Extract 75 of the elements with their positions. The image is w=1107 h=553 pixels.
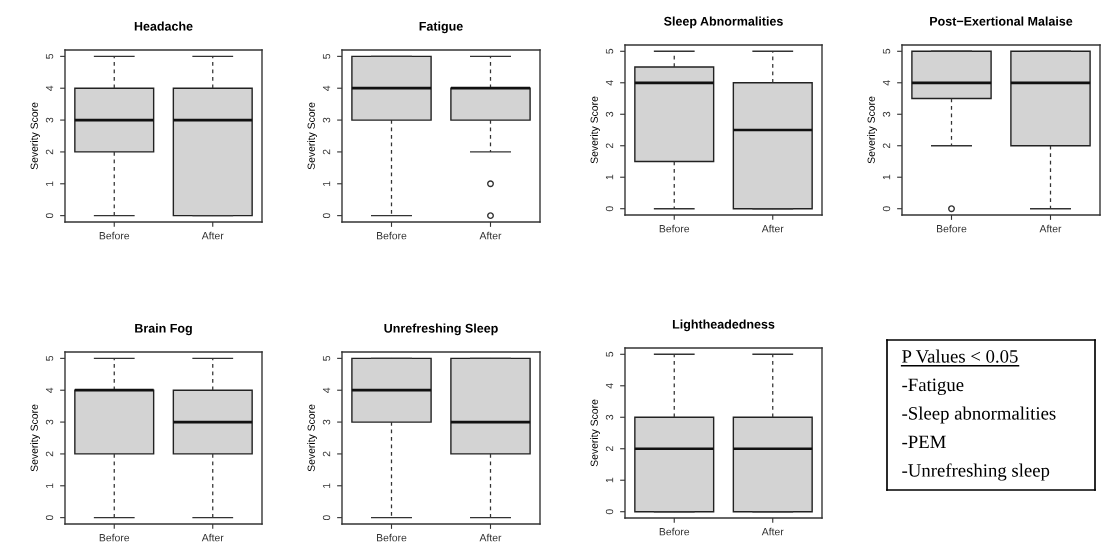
text: P Values < 0.05: [902, 349, 1018, 363]
y-tick-label: 2: [322, 149, 331, 155]
x-tick-label: Before: [377, 533, 407, 542]
y-axis-title: Severity Score: [590, 96, 601, 164]
y-tick-label: 4: [45, 85, 54, 91]
chart-title: Post−Exertional Malaise: [930, 16, 1073, 26]
x-tick-label: Before: [99, 231, 130, 240]
y-tick-label: 3: [322, 419, 331, 425]
y-tick-label: 1: [605, 174, 614, 180]
y-tick-label: 5: [605, 351, 614, 357]
y-tick-label: 1: [322, 483, 331, 488]
y-tick-label: 0: [45, 515, 54, 521]
x-tick-label: Before: [937, 224, 967, 233]
y-tick-label: 1: [605, 477, 614, 483]
y-tick-label: 4: [882, 80, 891, 86]
y-tick-label: 0: [322, 515, 331, 521]
y-tick-label: 3: [45, 117, 54, 123]
text: -PEM: [902, 435, 946, 449]
x-tick-label: After: [479, 533, 502, 542]
chart-title: Headache: [134, 21, 193, 31]
y-tick-label: 5: [45, 355, 54, 361]
y-tick-label: 2: [605, 446, 614, 452]
y-tick-label: 3: [322, 117, 331, 123]
y-tick-label: 5: [45, 53, 54, 59]
y-tick-label: 4: [322, 85, 331, 91]
y-axis-title: Severity Score: [30, 102, 41, 170]
y-tick-label: 5: [322, 355, 331, 361]
y-tick-label: 4: [322, 387, 331, 393]
text: -Unrefreshing sleep: [902, 463, 1050, 481]
x-tick-label: After: [1039, 224, 1062, 233]
y-tick-label: 4: [605, 80, 614, 86]
y-tick-label: 2: [45, 451, 54, 457]
y-tick-label: 1: [322, 181, 331, 186]
chart-title: Unrefreshing Sleep: [384, 323, 498, 336]
text: -Fatigue: [902, 378, 964, 395]
chart-title: Brain Fog: [135, 323, 192, 336]
y-axis-title: Severity Score: [30, 404, 41, 472]
y-tick-label: 0: [882, 206, 891, 212]
y-tick-label: 4: [45, 387, 54, 393]
y-tick-label: 2: [882, 143, 891, 149]
y-tick-label: 0: [605, 509, 614, 515]
y-tick-label: 1: [45, 181, 54, 186]
chart-title: Lightheadedness: [672, 319, 775, 332]
y-tick-label: 3: [882, 111, 891, 117]
x-tick-label: After: [201, 231, 224, 240]
y-tick-label: 0: [605, 206, 614, 212]
x-tick-label: Before: [99, 533, 130, 542]
x-tick-label: After: [201, 533, 224, 542]
x-tick-label: Before: [659, 527, 690, 536]
y-tick-label: 5: [882, 48, 891, 54]
chart-title: Fatigue: [419, 21, 463, 34]
y-tick-label: 1: [45, 483, 54, 488]
y-tick-label: 3: [605, 414, 614, 420]
y-axis-title: Severity Score: [590, 399, 601, 467]
y-tick-label: 0: [45, 213, 54, 219]
x-tick-label: After: [479, 231, 502, 240]
y-tick-label: 2: [322, 451, 331, 457]
text: -Sleep abnormalities: [902, 406, 1056, 424]
y-tick-label: 3: [45, 419, 54, 425]
x-tick-label: After: [761, 224, 784, 233]
y-tick-label: 0: [322, 213, 331, 219]
y-tick-label: 4: [605, 383, 614, 389]
y-axis-title: Severity Score: [307, 102, 318, 170]
y-axis-title: Severity Score: [307, 404, 318, 472]
y-tick-label: 5: [605, 48, 614, 54]
x-tick-label: After: [761, 527, 784, 536]
y-tick-label: 3: [605, 111, 614, 117]
y-tick-label: 1: [882, 174, 891, 180]
y-tick-label: 2: [605, 143, 614, 149]
x-tick-label: Before: [659, 224, 690, 233]
y-axis-title: Severity Score: [867, 96, 878, 164]
x-tick-label: Before: [377, 231, 407, 240]
y-tick-label: 5: [322, 53, 331, 59]
y-tick-label: 2: [45, 149, 54, 155]
chart-title: Sleep Abnormalities: [664, 16, 783, 29]
